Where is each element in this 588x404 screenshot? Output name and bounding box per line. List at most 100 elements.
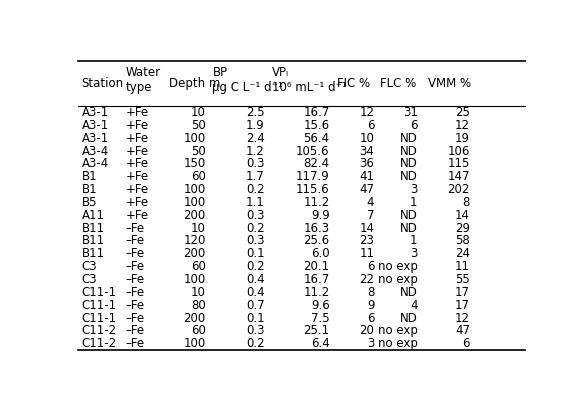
- Text: ND: ND: [400, 286, 417, 299]
- Text: +Fe: +Fe: [126, 132, 149, 145]
- Text: 1: 1: [410, 234, 417, 248]
- Text: 2.5: 2.5: [246, 106, 265, 119]
- Text: 3: 3: [410, 247, 417, 260]
- Text: 6.0: 6.0: [311, 247, 330, 260]
- Text: +Fe: +Fe: [126, 106, 149, 119]
- Text: 200: 200: [183, 247, 206, 260]
- Text: 11.2: 11.2: [303, 196, 330, 209]
- Text: +Fe: +Fe: [126, 209, 149, 222]
- Text: 100: 100: [183, 183, 206, 196]
- Text: ND: ND: [400, 158, 417, 170]
- Text: 22: 22: [359, 273, 375, 286]
- Text: 6: 6: [410, 119, 417, 132]
- Text: 58: 58: [455, 234, 470, 248]
- Text: 47: 47: [359, 183, 375, 196]
- Text: 7: 7: [367, 209, 375, 222]
- Text: 202: 202: [447, 183, 470, 196]
- Text: 0.1: 0.1: [246, 247, 265, 260]
- Text: no exp: no exp: [377, 324, 417, 337]
- Text: ND: ND: [400, 311, 417, 324]
- Text: A3-1: A3-1: [82, 132, 109, 145]
- Text: C11-2: C11-2: [82, 337, 117, 350]
- Text: 8: 8: [367, 286, 375, 299]
- Text: VPₗ: VPₗ: [272, 66, 289, 79]
- Text: 1: 1: [410, 196, 417, 209]
- Text: B11: B11: [82, 222, 105, 235]
- Text: B11: B11: [82, 247, 105, 260]
- Text: 10: 10: [191, 106, 206, 119]
- Text: 41: 41: [359, 170, 375, 183]
- Text: 7.5: 7.5: [311, 311, 330, 324]
- Text: A11: A11: [82, 209, 105, 222]
- Text: B1: B1: [82, 183, 98, 196]
- Text: C11-1: C11-1: [82, 311, 117, 324]
- Text: 10: 10: [191, 222, 206, 235]
- Text: 1.1: 1.1: [246, 196, 265, 209]
- Text: type: type: [126, 81, 152, 94]
- Text: 25: 25: [455, 106, 470, 119]
- Text: 24: 24: [455, 247, 470, 260]
- Text: 19: 19: [455, 132, 470, 145]
- Text: 6: 6: [367, 260, 375, 273]
- Text: 2.4: 2.4: [246, 132, 265, 145]
- Text: no exp: no exp: [377, 337, 417, 350]
- Text: 0.4: 0.4: [246, 286, 265, 299]
- Text: 15.6: 15.6: [303, 119, 330, 132]
- Text: ND: ND: [400, 170, 417, 183]
- Text: 0.3: 0.3: [246, 234, 265, 248]
- Text: 0.2: 0.2: [246, 183, 265, 196]
- Text: 80: 80: [191, 299, 206, 312]
- Text: –Fe: –Fe: [126, 324, 145, 337]
- Text: ND: ND: [400, 145, 417, 158]
- Text: FLC %: FLC %: [380, 77, 416, 90]
- Text: –Fe: –Fe: [126, 273, 145, 286]
- Text: 12: 12: [455, 311, 470, 324]
- Text: 4: 4: [367, 196, 375, 209]
- Text: 16.7: 16.7: [303, 273, 330, 286]
- Text: +Fe: +Fe: [126, 158, 149, 170]
- Text: 50: 50: [191, 119, 206, 132]
- Text: 6: 6: [367, 119, 375, 132]
- Text: 60: 60: [191, 324, 206, 337]
- Text: 1.2: 1.2: [246, 145, 265, 158]
- Text: 9.6: 9.6: [311, 299, 330, 312]
- Text: FIC %: FIC %: [337, 77, 370, 90]
- Text: 14: 14: [455, 209, 470, 222]
- Text: 0.1: 0.1: [246, 311, 265, 324]
- Text: C11-2: C11-2: [82, 324, 117, 337]
- Text: 17: 17: [455, 299, 470, 312]
- Text: –Fe: –Fe: [126, 337, 145, 350]
- Text: C11-1: C11-1: [82, 286, 117, 299]
- Text: ND: ND: [400, 132, 417, 145]
- Text: –Fe: –Fe: [126, 222, 145, 235]
- Text: 6: 6: [367, 311, 375, 324]
- Text: BP: BP: [212, 66, 228, 79]
- Text: 9: 9: [367, 299, 375, 312]
- Text: 0.3: 0.3: [246, 209, 265, 222]
- Text: 6.4: 6.4: [311, 337, 330, 350]
- Text: 31: 31: [403, 106, 417, 119]
- Text: 16.7: 16.7: [303, 106, 330, 119]
- Text: 82.4: 82.4: [303, 158, 330, 170]
- Text: –Fe: –Fe: [126, 234, 145, 248]
- Text: 4: 4: [410, 299, 417, 312]
- Text: ND: ND: [400, 209, 417, 222]
- Text: B5: B5: [82, 196, 97, 209]
- Text: 55: 55: [455, 273, 470, 286]
- Text: 8: 8: [463, 196, 470, 209]
- Text: 0.3: 0.3: [246, 158, 265, 170]
- Text: –Fe: –Fe: [126, 286, 145, 299]
- Text: 20: 20: [359, 324, 375, 337]
- Text: A3-1: A3-1: [82, 106, 109, 119]
- Text: 10: 10: [359, 132, 375, 145]
- Text: 60: 60: [191, 170, 206, 183]
- Text: 11: 11: [359, 247, 375, 260]
- Text: 0.2: 0.2: [246, 260, 265, 273]
- Text: 3: 3: [367, 337, 375, 350]
- Text: –Fe: –Fe: [126, 260, 145, 273]
- Text: C3: C3: [82, 260, 98, 273]
- Text: Water: Water: [126, 66, 161, 79]
- Text: 11: 11: [455, 260, 470, 273]
- Text: 9.9: 9.9: [311, 209, 330, 222]
- Text: +Fe: +Fe: [126, 145, 149, 158]
